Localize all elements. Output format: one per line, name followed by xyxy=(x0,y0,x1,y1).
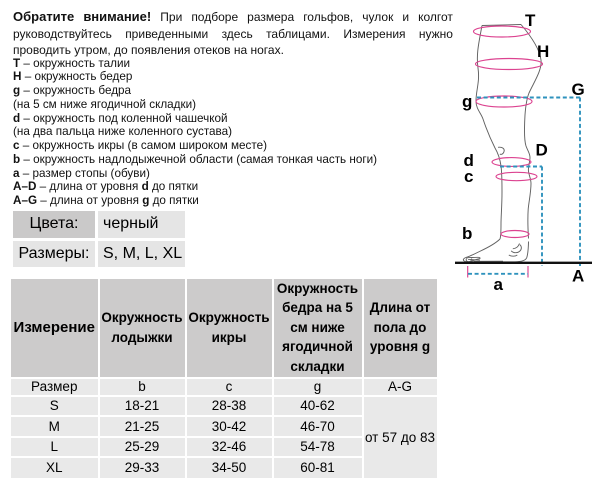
svg-text:c: c xyxy=(464,167,473,186)
svg-text:g: g xyxy=(462,92,472,111)
svg-text:b: b xyxy=(462,224,472,243)
svg-text:T: T xyxy=(525,11,536,30)
svg-text:a: a xyxy=(494,275,504,294)
svg-text:H: H xyxy=(537,42,549,61)
svg-text:d: d xyxy=(464,151,474,170)
svg-text:G: G xyxy=(572,80,585,99)
svg-text:D: D xyxy=(536,141,548,160)
svg-text:A: A xyxy=(572,267,584,286)
